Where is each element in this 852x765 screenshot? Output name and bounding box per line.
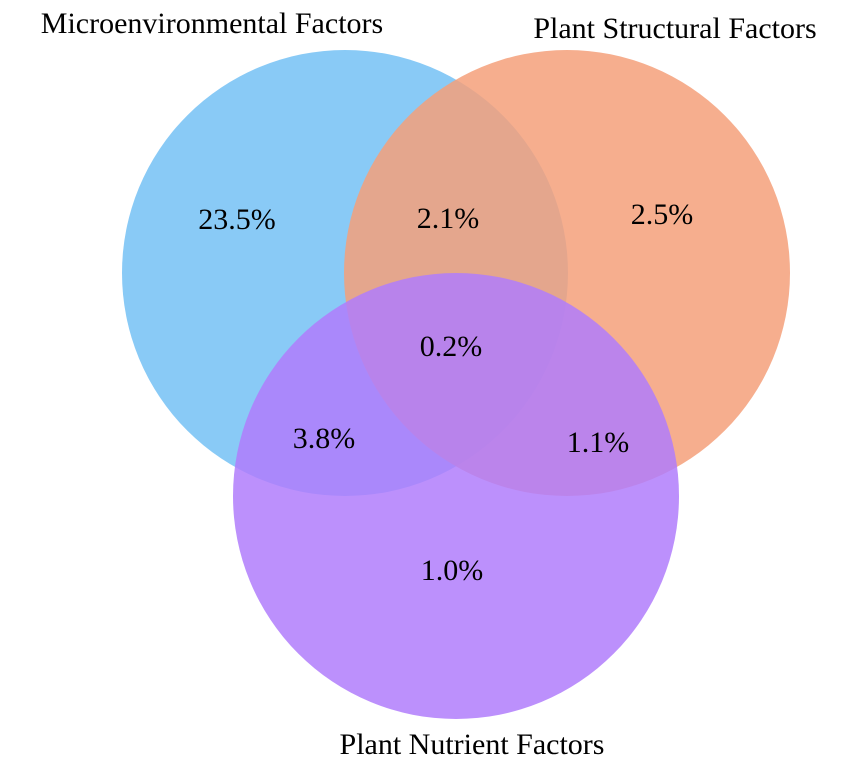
label-plant-nutrient: Plant Nutrient Factors — [340, 728, 605, 761]
venn-region-values: 23.5% 2.5% 1.0% 2.1% 3.8% 1.1% 0.2% — [198, 198, 693, 587]
venn-set-labels: Microenvironmental Factors Plant Structu… — [41, 7, 817, 761]
label-microenvironmental: Microenvironmental Factors — [41, 7, 383, 40]
value-structural-nutrient: 1.1% — [567, 426, 630, 459]
value-micro-structural: 2.1% — [417, 202, 480, 235]
value-plant-nutrient-only: 1.0% — [421, 554, 484, 587]
value-plant-structural-only: 2.5% — [631, 198, 694, 231]
value-all-three: 0.2% — [420, 330, 483, 363]
label-plant-structural: Plant Structural Factors — [533, 12, 816, 45]
venn-circles — [122, 50, 790, 719]
circle-plant-nutrient — [233, 273, 679, 719]
value-micro-nutrient: 3.8% — [293, 422, 356, 455]
value-microenvironmental-only: 23.5% — [198, 203, 276, 236]
